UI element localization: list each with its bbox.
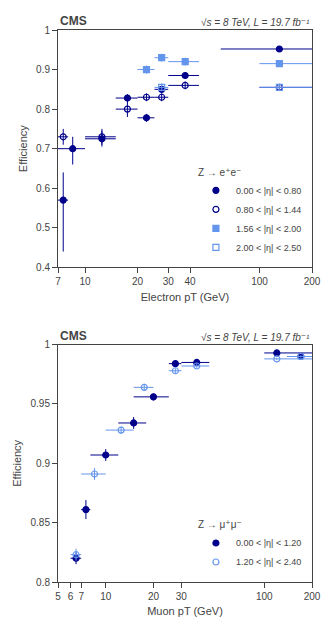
svg-text:0.8: 0.8 xyxy=(36,104,50,115)
svg-text:30: 30 xyxy=(163,276,175,287)
svg-text:6: 6 xyxy=(68,591,74,602)
svg-text:√s = 8 TeV, L = 19.7 fb⁻¹: √s = 8 TeV, L = 19.7 fb⁻¹ xyxy=(201,17,310,28)
svg-text:10: 10 xyxy=(79,276,91,287)
svg-text:40: 40 xyxy=(184,276,196,287)
svg-text:Z → e⁺e⁻: Z → e⁺e⁻ xyxy=(198,167,241,178)
svg-text:1: 1 xyxy=(44,339,50,350)
svg-text:0.00 < |η| < 1.20: 0.00 < |η| < 1.20 xyxy=(236,538,301,548)
svg-text:0.7: 0.7 xyxy=(36,143,50,154)
svg-text:0.95: 0.95 xyxy=(31,398,51,409)
svg-text:0.4: 0.4 xyxy=(36,262,50,273)
svg-text:7: 7 xyxy=(55,276,61,287)
svg-text:30: 30 xyxy=(176,591,188,602)
svg-text:0.85: 0.85 xyxy=(31,517,51,528)
svg-text:Efficiency: Efficiency xyxy=(11,439,23,486)
svg-text:Muon pT (GeV): Muon pT (GeV) xyxy=(147,605,223,617)
svg-text:0.9: 0.9 xyxy=(36,64,50,75)
svg-text:CMS: CMS xyxy=(60,329,87,343)
svg-text:200: 200 xyxy=(304,591,321,602)
svg-text:0.80 < |η| < 1.44: 0.80 < |η| < 1.44 xyxy=(236,205,301,215)
svg-text:20: 20 xyxy=(132,276,144,287)
svg-text:0.9: 0.9 xyxy=(36,458,50,469)
svg-text:√s = 8 TeV, L = 19.7 fb⁻¹: √s = 8 TeV, L = 19.7 fb⁻¹ xyxy=(201,332,310,343)
svg-text:0.5: 0.5 xyxy=(36,222,50,233)
svg-text:Electron pT (GeV): Electron pT (GeV) xyxy=(141,291,229,303)
svg-text:Z → μ⁺μ⁻: Z → μ⁺μ⁻ xyxy=(198,519,242,530)
svg-text:1.20 < |η| < 2.40: 1.20 < |η| < 2.40 xyxy=(236,557,301,567)
svg-text:CMS: CMS xyxy=(60,14,87,28)
svg-text:0.8: 0.8 xyxy=(36,577,50,588)
svg-text:2.00 < |η| < 2.50: 2.00 < |η| < 2.50 xyxy=(236,243,301,253)
svg-text:5: 5 xyxy=(55,591,61,602)
svg-text:100: 100 xyxy=(256,591,273,602)
svg-text:1: 1 xyxy=(44,25,50,36)
svg-text:0.00 < |η| < 0.80: 0.00 < |η| < 0.80 xyxy=(236,186,301,196)
svg-text:100: 100 xyxy=(251,276,268,287)
svg-text:0.6: 0.6 xyxy=(36,183,50,194)
svg-text:Efficiency: Efficiency xyxy=(17,125,29,172)
svg-text:1.56 < |η| < 2.00: 1.56 < |η| < 2.00 xyxy=(236,224,301,234)
svg-text:20: 20 xyxy=(148,591,160,602)
svg-text:7: 7 xyxy=(78,591,84,602)
svg-text:10: 10 xyxy=(100,591,112,602)
svg-text:200: 200 xyxy=(304,276,321,287)
